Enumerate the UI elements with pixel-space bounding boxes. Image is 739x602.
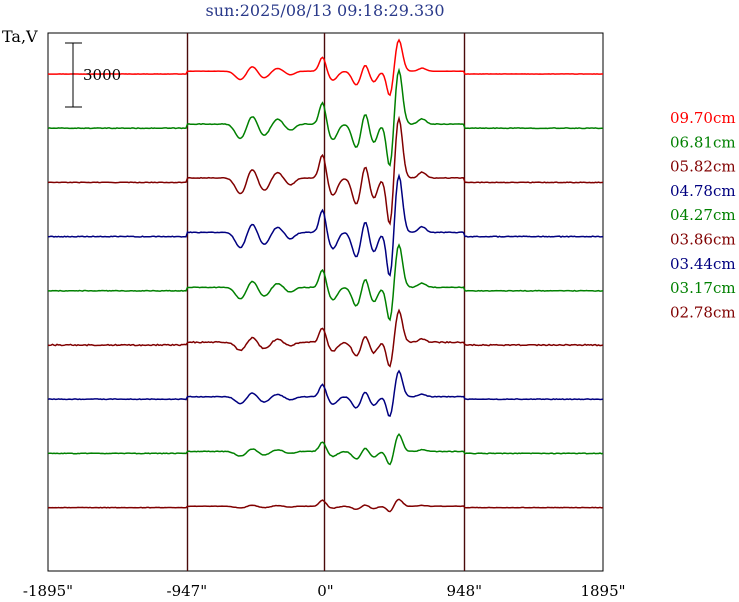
legend-entry: 03.86cm — [670, 231, 736, 249]
trace-03.86cm — [47, 308, 604, 368]
trace-03.17cm — [47, 432, 604, 466]
trace-06.81cm — [47, 67, 604, 167]
legend-entry: 02.78cm — [670, 303, 736, 321]
legend-entry: 09.70cm — [670, 109, 736, 127]
x-tick-label: -947" — [167, 582, 208, 600]
trace-04.27cm — [48, 243, 604, 322]
legend-entry: 03.44cm — [670, 255, 736, 273]
legend-entry: 06.81cm — [670, 133, 736, 151]
scale-bar-label: 3000 — [83, 66, 121, 84]
trace-03.44cm — [47, 369, 604, 417]
plot-frame — [47, 32, 604, 572]
legend-entry: 03.17cm — [670, 279, 736, 297]
trace-05.82cm — [47, 115, 604, 226]
trace-09.70cm — [47, 38, 603, 97]
chart-title: sun:2025/08/13 09:18:29.330 — [205, 1, 445, 20]
y-axis-label: Ta,V — [2, 27, 38, 46]
x-tick-label: 0" — [317, 582, 333, 600]
legend-entry: 04.27cm — [670, 206, 736, 224]
trace-02.78cm — [47, 498, 604, 513]
x-tick-label: 948" — [447, 582, 483, 600]
legend-entry: 05.82cm — [670, 158, 736, 176]
x-tick-label: 1895" — [580, 582, 625, 600]
x-tick-label: -1895" — [23, 582, 73, 600]
trace-04.78cm — [47, 173, 604, 277]
legend-entry: 04.78cm — [670, 182, 736, 200]
